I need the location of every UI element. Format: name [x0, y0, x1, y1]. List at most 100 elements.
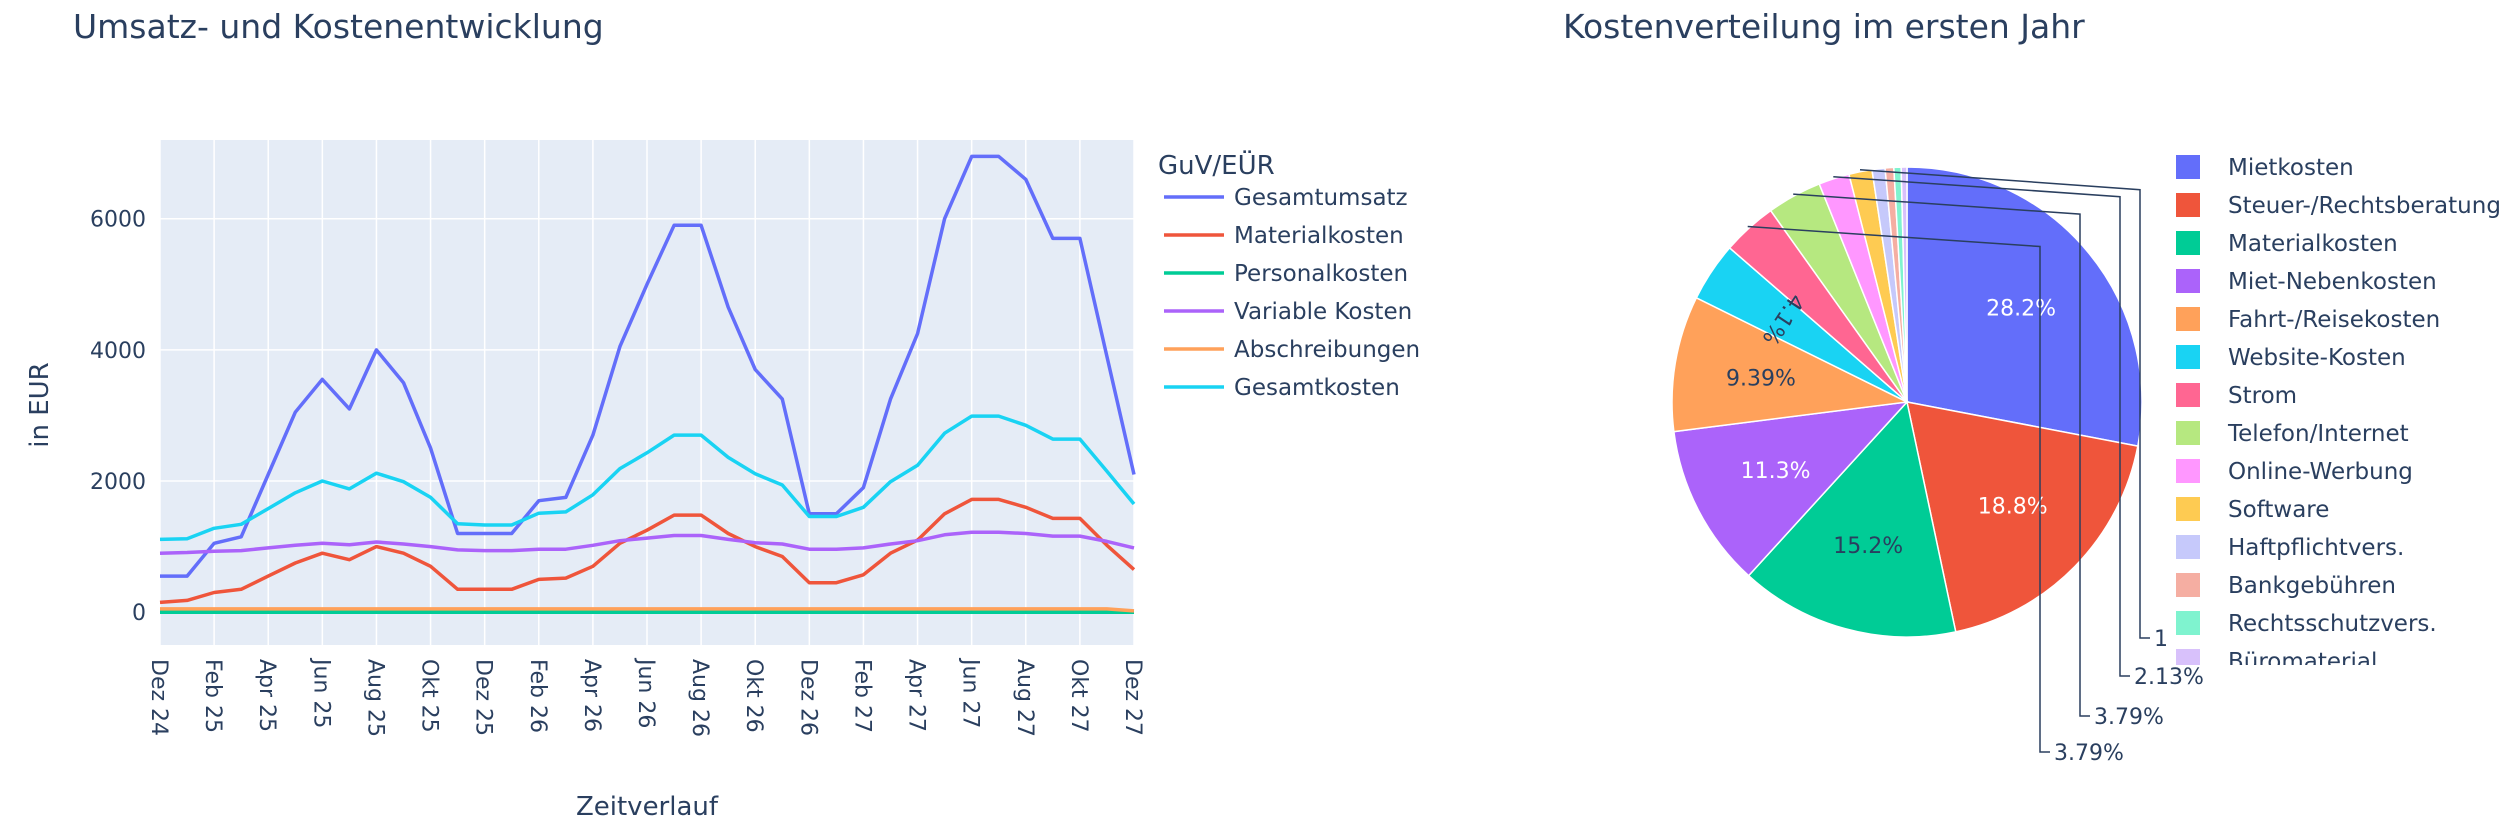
pie-legend-swatch	[2176, 307, 2200, 331]
pie-legend-swatch	[2176, 535, 2200, 559]
pie-legend-label: Materialkosten	[2228, 231, 2398, 257]
pie-legend-item[interactable]: Telefon/Internet	[2176, 421, 2409, 447]
legend-item[interactable]: Personalkosten	[1164, 261, 1408, 287]
x-tick-label: Jun 26	[633, 657, 658, 728]
x-tick-label: Aug 25	[362, 659, 387, 737]
pie-outside-label: 3.79%	[2094, 705, 2164, 730]
x-tick-label: Apr 27	[904, 659, 929, 732]
x-tick-label: Dez 26	[795, 659, 820, 736]
x-tick-label: Okt 27	[1066, 659, 1091, 733]
x-tick-label: Aug 26	[687, 659, 712, 737]
x-tick-label: Feb 27	[849, 659, 874, 733]
x-tick-label: Apr 25	[254, 659, 279, 732]
pie-legend-item[interactable]: Mietkosten	[2176, 155, 2354, 181]
legend-item[interactable]: Abschreibungen	[1164, 337, 1420, 363]
pie-legend-label: Strom	[2228, 383, 2297, 409]
legend-item[interactable]: Gesamtkosten	[1164, 375, 1400, 401]
x-tick-label: Okt 25	[417, 659, 442, 733]
legend-label: Gesamtumsatz	[1234, 185, 1408, 211]
line-y-ticks: 0 2000 4000 6000	[90, 208, 146, 627]
legend-label: Abschreibungen	[1234, 337, 1420, 363]
pie-legend: Mietkosten Steuer-/Rechtsberatung Material…	[2176, 155, 2501, 675]
line-legend-title: GuV/EÜR	[1158, 149, 1275, 181]
pie-legend-swatch	[2176, 573, 2200, 597]
pie-legend-label: Rechtsschutzvers.	[2228, 611, 2437, 637]
pie-legend-item[interactable]: Miet-Nebenkosten	[2176, 269, 2437, 295]
pie-legend-item[interactable]: Software	[2176, 497, 2329, 523]
pie-legend-swatch	[2176, 611, 2200, 635]
x-tick-label: Okt 26	[741, 659, 766, 733]
line-y-axis-title: in EUR	[25, 362, 55, 448]
pie-legend-label: Mietkosten	[2228, 155, 2354, 181]
pie-legend-item[interactable]: Website-Kosten	[2176, 345, 2406, 371]
legend-label: Materialkosten	[1234, 223, 1404, 249]
pie-slice[interactable]	[1906, 166, 2143, 447]
pie-legend-label: Telefon/Internet	[2227, 421, 2409, 447]
pie-legend-label: Haftpflichtvers.	[2228, 535, 2404, 561]
pie-legend-swatch	[2176, 459, 2200, 483]
pie-slice[interactable]	[1747, 400, 1957, 638]
pie-legend-item[interactable]: Fahrt-/Reisekosten	[2176, 307, 2440, 333]
x-tick-label: Jun 25	[308, 657, 333, 728]
legend-item[interactable]: Gesamtumsatz	[1164, 185, 1408, 211]
pie-legend-item[interactable]: Bankgebühren	[2176, 573, 2396, 599]
pie-slice[interactable]	[1671, 296, 1910, 433]
line-x-ticks: Dez 24 Feb 25 Apr 25 Jun 25 Aug 25 Okt 25 Dez …	[146, 657, 1145, 737]
legend-label: Gesamtkosten	[1234, 375, 1400, 401]
pie-legend-item[interactable]: Materialkosten	[2176, 231, 2398, 257]
pie-legend-label: Fahrt-/Reisekosten	[2228, 307, 2440, 333]
pie-legend-swatch	[2176, 383, 2200, 407]
pie-outside-label: 3.79%	[2054, 741, 2124, 766]
y-tick-label: 2000	[90, 470, 146, 495]
pie-legend-item[interactable]: Büromaterial	[2176, 649, 2377, 675]
pie-legend-label: Büromaterial	[2228, 649, 2377, 675]
line-series-group	[159, 154, 1136, 614]
pie-legend-label: Online-Werbung	[2228, 459, 2413, 485]
legend-item[interactable]: Materialkosten	[1164, 223, 1404, 249]
legend-label: Personalkosten	[1234, 261, 1408, 287]
x-tick-label: Feb 26	[525, 659, 550, 733]
pie-legend-label: Software	[2228, 497, 2329, 523]
y-tick-label: 0	[132, 601, 146, 626]
pie-leader-line	[1859, 168, 2150, 639]
legend-label: Variable Kosten	[1234, 299, 1412, 325]
pie-legend-item[interactable]: Online-Werbung	[2176, 459, 2413, 485]
x-tick-label: Dez 24	[146, 659, 171, 736]
pie-slice[interactable]	[1673, 400, 1909, 577]
series-line-variable-kosten	[159, 530, 1135, 555]
pie-legend-item[interactable]: Steuer-/Rechtsberatung	[2176, 193, 2501, 219]
x-tick-label: Apr 26	[579, 659, 604, 732]
series-line-gesamtkosten	[159, 414, 1136, 542]
pie-slice-label: 11.3%	[1741, 459, 1811, 484]
pie-slice-label: 15.2%	[1833, 534, 1903, 559]
pie-legend-item[interactable]: Haftpflichtvers.	[2176, 535, 2404, 561]
pie-legend-swatch	[2176, 193, 2200, 217]
pie-slice-label: 18.8%	[1978, 495, 2048, 520]
pie-legend-swatch	[2176, 269, 2200, 293]
y-tick-label: 6000	[90, 208, 146, 233]
line-x-axis-title: Zeitverlauf	[576, 792, 719, 822]
pie-chart-title: Kostenverteilung im ersten Jahr	[1563, 7, 2085, 46]
pie-legend-swatch	[2176, 345, 2200, 369]
line-legend: Gesamtumsatz Materialkosten Personalkosten…	[1164, 185, 1420, 401]
pie-outside-label: 1	[2154, 627, 2168, 652]
pie-legend-item[interactable]: Strom	[2176, 383, 2297, 409]
pie-legend-swatch	[2176, 497, 2200, 521]
legend-item[interactable]: Variable Kosten	[1164, 299, 1412, 325]
pie-slice[interactable]	[1900, 166, 1908, 403]
line-chart-title: Umsatz- und Kostenentwicklung	[73, 7, 604, 46]
series-line-abschreibungen	[160, 607, 1135, 613]
pie-legend-swatch	[2176, 421, 2200, 445]
pie-legend-label: Miet-Nebenkosten	[2228, 269, 2437, 295]
series-line-materialkosten	[159, 497, 1136, 605]
pie-legend-swatch	[2176, 231, 2200, 255]
y-tick-label: 4000	[90, 339, 146, 364]
x-tick-label: Aug 27	[1012, 659, 1037, 737]
pie-legend-item[interactable]: Rechtsschutzvers.	[2176, 611, 2437, 637]
x-tick-label: Feb 25	[200, 659, 225, 733]
pie-slice-label: 28.2%	[1986, 297, 2056, 322]
pie-leader-line	[1833, 175, 2130, 677]
pie-leader-line	[1793, 193, 2090, 717]
pie-legend-label: Steuer-/Rechtsberatung	[2228, 193, 2501, 219]
